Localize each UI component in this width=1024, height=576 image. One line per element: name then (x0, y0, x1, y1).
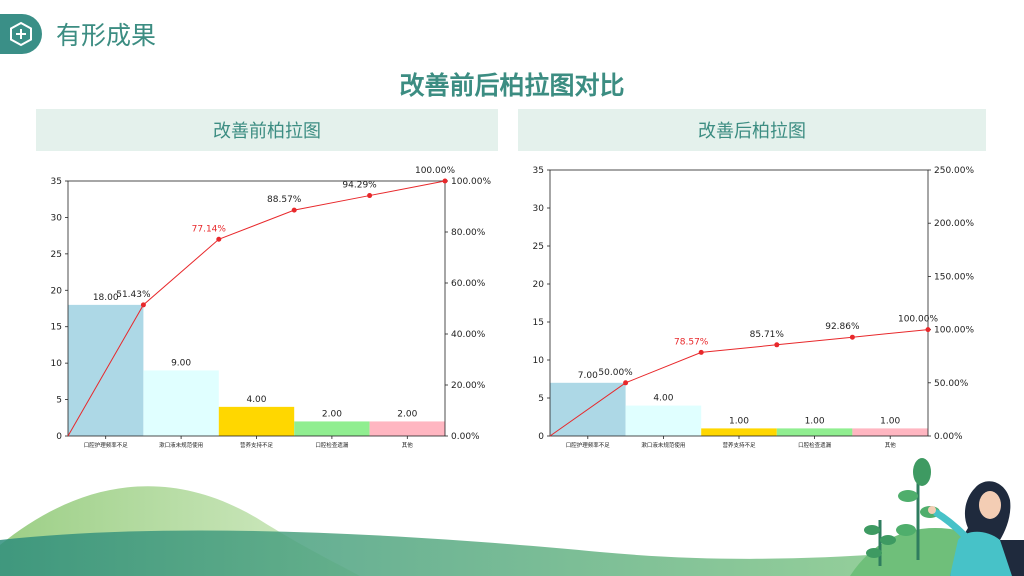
value-label-4: 2.00 (397, 409, 417, 419)
cumulative-label-3: 92.86% (825, 322, 860, 332)
cumulative-point-1 (698, 349, 704, 355)
value-label-4: 1.00 (880, 416, 900, 426)
y-tick-label-4: 20 (533, 280, 545, 290)
hill-right (850, 527, 1024, 576)
cumulative-line (67, 180, 446, 437)
bar-4 (852, 428, 928, 436)
bar-1 (143, 370, 219, 436)
y-tick-label-0: 0 (56, 432, 62, 442)
cumulative-label-1: 78.57% (674, 337, 709, 347)
y-tick-label-7: 35 (533, 166, 544, 176)
bar-2 (218, 406, 295, 436)
bar-3 (776, 428, 853, 436)
y2-tick-label-3: 150.00% (934, 272, 974, 282)
hill-back (0, 486, 360, 576)
y2-tick-label-5: 100.00% (451, 177, 491, 187)
cumulative-point-3 (849, 334, 855, 340)
hexagon-plus-icon (10, 21, 32, 47)
y2-tick-label-4: 80.00% (451, 228, 486, 238)
plant-icon (864, 458, 940, 566)
cumulative-point-1 (216, 236, 222, 242)
cumulative-label-2: 85.71% (750, 330, 785, 340)
cumulative-label-1: 77.14% (192, 224, 227, 234)
cumulative-label-2: 88.57% (267, 195, 302, 205)
cumulative-label-3: 94.29% (342, 181, 377, 191)
y-tick-label-1: 5 (56, 396, 62, 406)
y2-tick-label-1: 50.00% (934, 379, 969, 389)
cumulative-line (549, 329, 929, 437)
category-label-3: 口腔检查遗漏 (315, 441, 349, 449)
pareto-chart-after: 0 5 10 15 20 25 30 35 0.00% 50.00% 100.00% 150.00% 2… (533, 166, 975, 449)
cumulative-point-4 (925, 327, 931, 333)
cumulative-point-0 (623, 380, 629, 386)
y-tick-label-7: 35 (51, 177, 62, 187)
y2-tick-label-2: 40.00% (451, 330, 486, 340)
main-title: 改善前后柏拉图对比 (399, 71, 625, 100)
cumulative-label-0: 51.43% (116, 290, 151, 300)
y-tick-label-5: 25 (533, 242, 544, 252)
y2-tick-label-4: 200.00% (934, 219, 974, 229)
cumulative-label-4: 100.00% (898, 315, 938, 325)
y-tick-label-4: 20 (51, 286, 63, 296)
y2-tick-label-0: 0.00% (934, 432, 963, 442)
bar-1 (625, 405, 702, 436)
cumulative-point-3 (367, 193, 373, 199)
y-tick-label-1: 5 (538, 394, 544, 404)
y-tick-label-3: 15 (533, 318, 544, 328)
value-label-1: 9.00 (171, 358, 191, 368)
cumulative-point-2 (291, 207, 297, 213)
y2-tick-label-5: 250.00% (934, 166, 974, 176)
value-label-0: 18.00 (93, 293, 119, 303)
value-label-3: 1.00 (805, 416, 825, 426)
value-label-2: 1.00 (729, 416, 749, 426)
chart-title-after: 改善后柏拉图 (518, 109, 986, 151)
category-label-2: 营养支持不足 (722, 441, 756, 449)
value-label-3: 2.00 (322, 409, 342, 419)
header-title: 有形成果 (56, 21, 157, 50)
pareto-chart-before: 0 5 10 15 20 25 30 35 0.00% 20.00% 40.00% 60.00% 80.… (51, 166, 492, 449)
category-label-4: 其他 (885, 441, 897, 449)
y2-tick-label-1: 20.00% (451, 381, 486, 391)
value-label-1: 4.00 (653, 394, 673, 404)
person-illustration (928, 481, 1024, 576)
cumulative-point-4 (442, 178, 448, 184)
chart-title-before: 改善前柏拉图 (36, 109, 498, 151)
category-label-4: 其他 (402, 441, 414, 449)
category-label-1: 漱口液未规范使用 (159, 441, 203, 449)
category-label-0: 口腔护理频率不足 (84, 441, 129, 449)
bar-4 (369, 421, 445, 436)
y-tick-label-5: 25 (51, 250, 62, 260)
bar-3 (294, 421, 370, 436)
cumulative-point-0 (140, 302, 146, 308)
y-tick-label-6: 30 (51, 213, 63, 223)
y-tick-label-0: 0 (538, 432, 544, 442)
category-label-0: 口腔护理频率不足 (566, 441, 611, 449)
y-tick-label-2: 10 (51, 359, 63, 369)
cumulative-label-4: 100.00% (415, 166, 455, 176)
value-label-0: 7.00 (578, 371, 598, 381)
value-label-2: 4.00 (246, 395, 266, 405)
y-tick-label-2: 10 (533, 356, 545, 366)
cumulative-label-0: 50.00% (598, 368, 633, 378)
y-tick-label-3: 15 (51, 323, 62, 333)
category-label-3: 口腔检查遗漏 (798, 441, 832, 449)
bar-2 (701, 428, 777, 436)
cumulative-point-2 (774, 342, 780, 348)
category-label-1: 漱口液未规范使用 (641, 441, 685, 449)
y2-tick-label-2: 100.00% (934, 326, 974, 336)
hill-front (0, 530, 1024, 576)
y-tick-label-6: 30 (533, 204, 545, 214)
category-label-2: 营养支持不足 (240, 441, 274, 449)
y2-tick-label-3: 60.00% (451, 279, 486, 289)
y2-tick-label-0: 0.00% (451, 432, 480, 442)
header-badge (0, 14, 42, 54)
